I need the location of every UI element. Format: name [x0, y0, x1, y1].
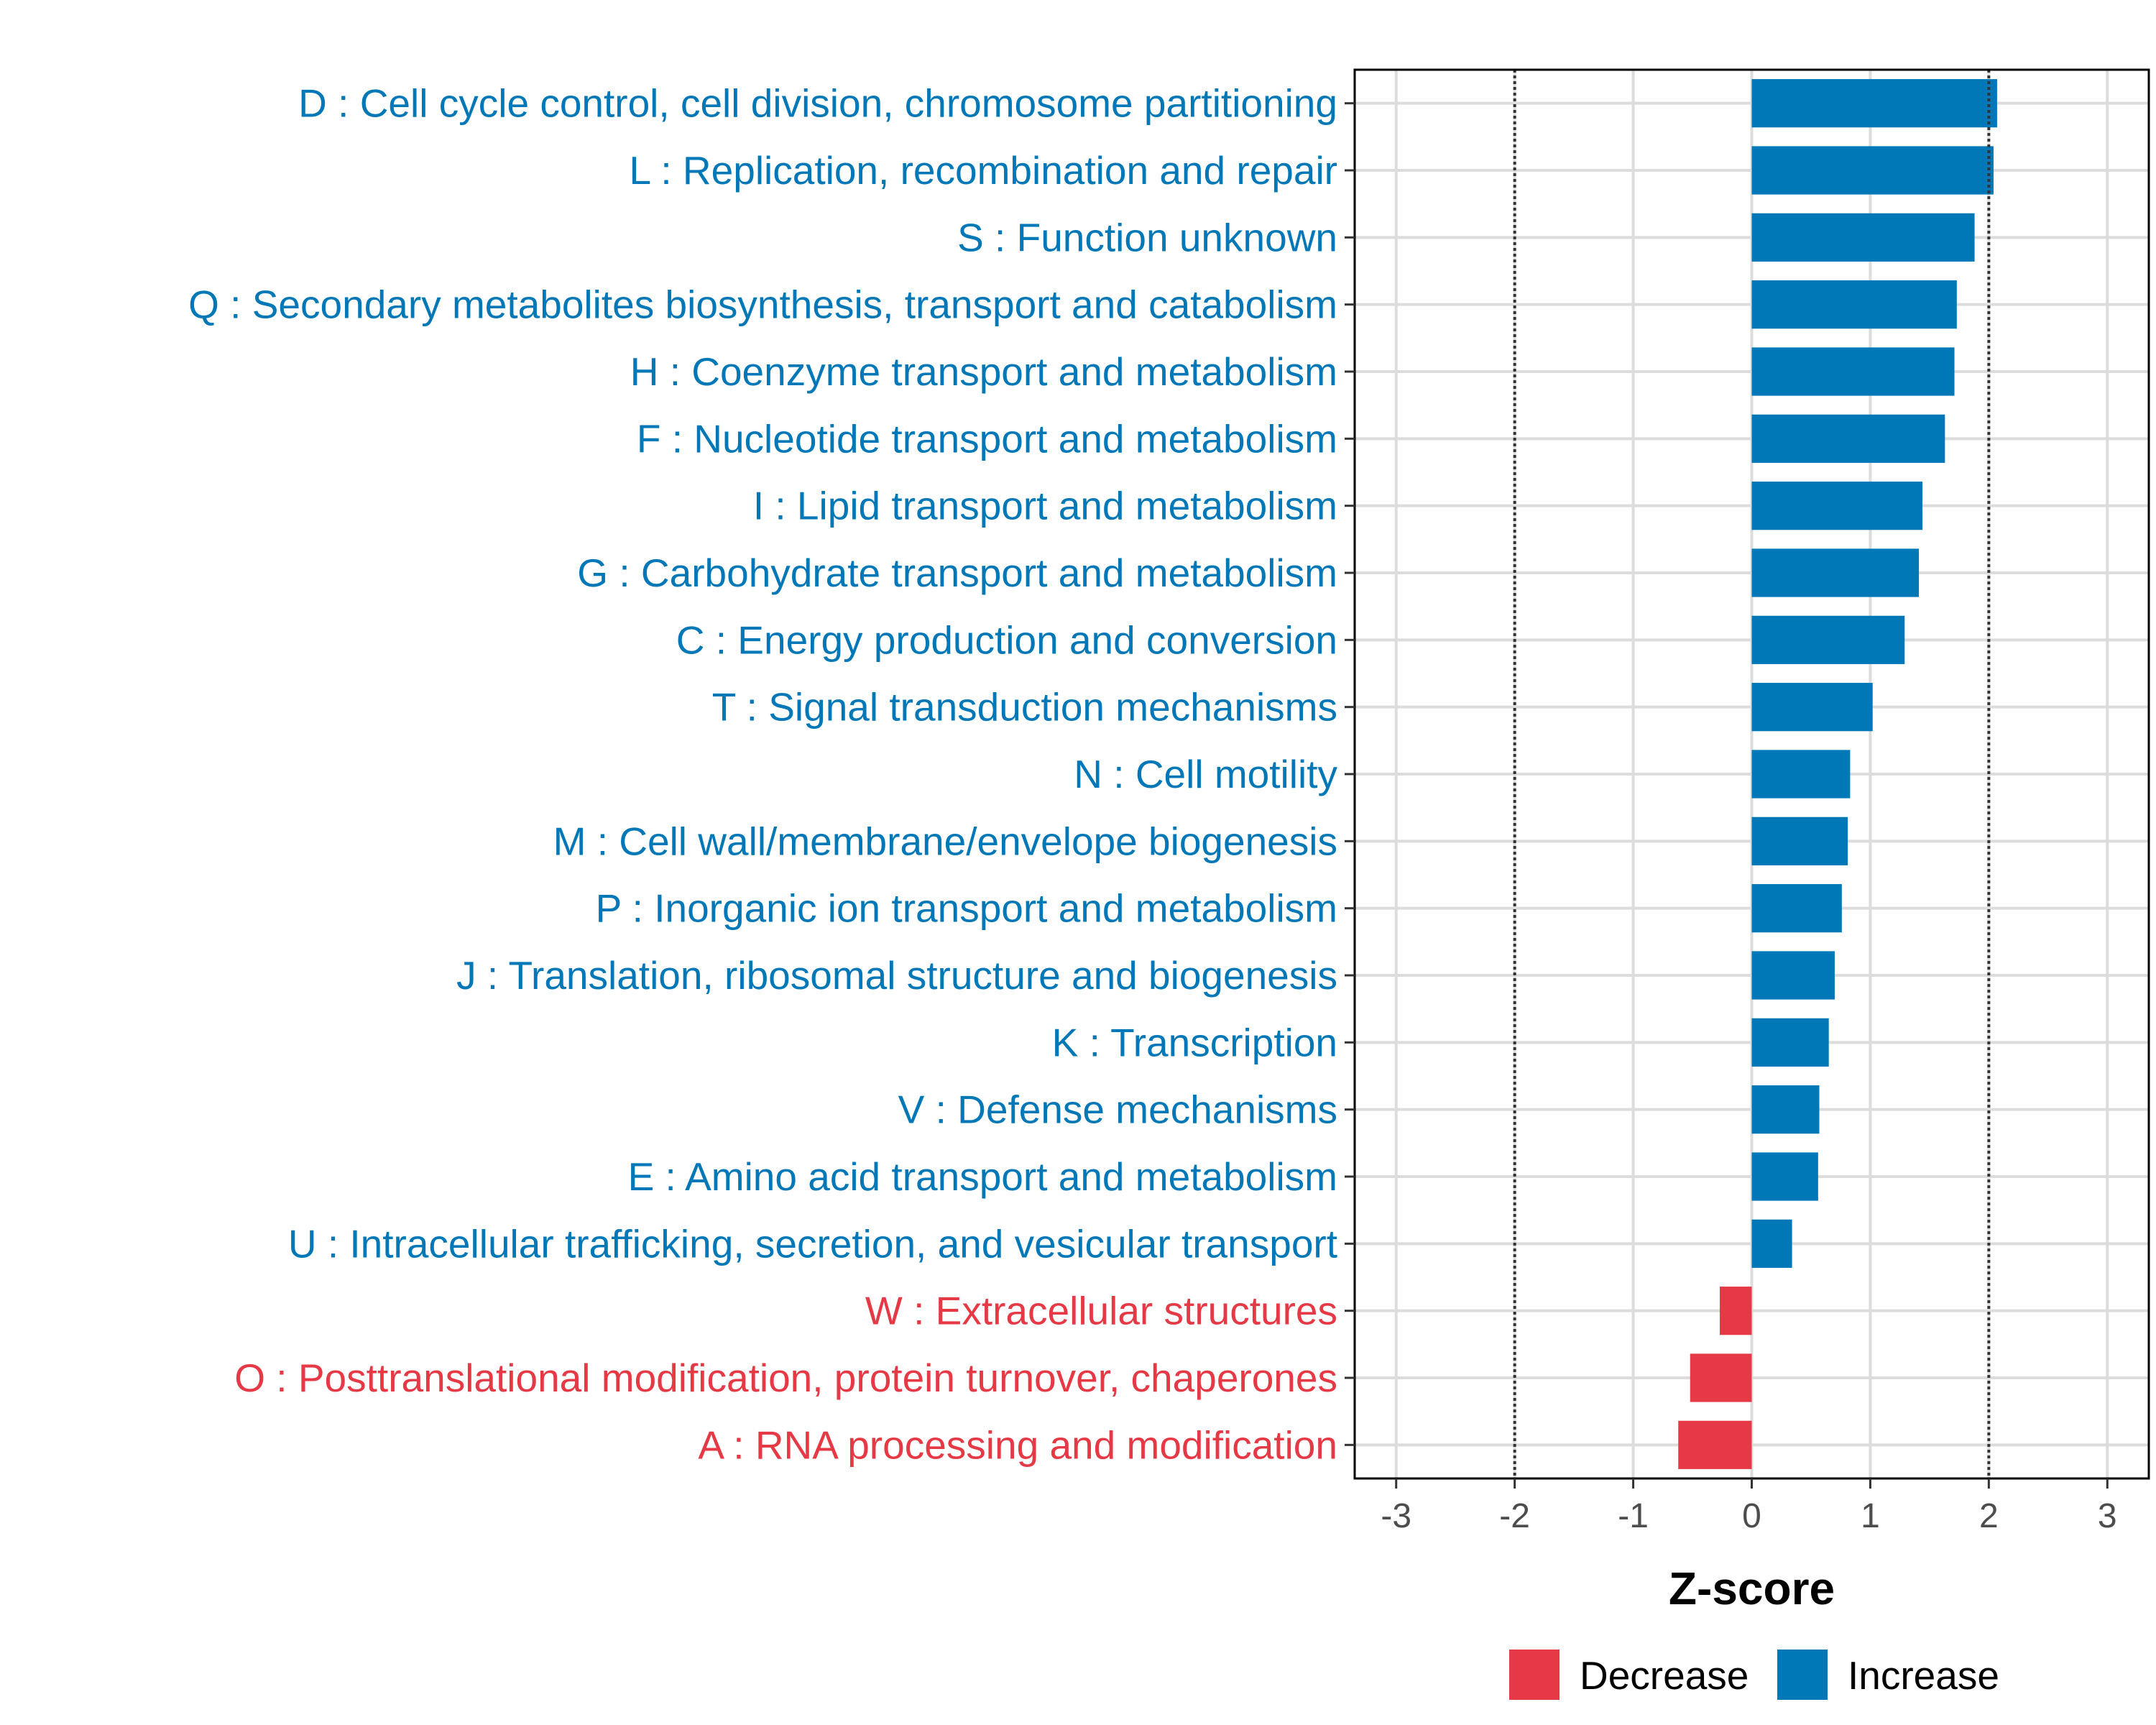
- x-tick-label: 1: [1861, 1497, 1880, 1535]
- threshold-lines: [1513, 70, 1991, 1478]
- increase-bar: [1751, 951, 1835, 1000]
- bar-series: [1678, 79, 1997, 1469]
- legend: Decrease Increase: [1509, 1650, 1999, 1700]
- y-axis-category-labels: D : Cell cycle control, cell division, c…: [188, 81, 1337, 1468]
- category-label: D : Cell cycle control, cell division, c…: [298, 81, 1337, 126]
- category-label: Q : Secondary metabolites biosynthesis, …: [188, 282, 1337, 327]
- decrease-legend-label: Decrease: [1580, 1653, 1749, 1698]
- category-label: G : Carbohydrate transport and metabolis…: [577, 551, 1337, 595]
- increase-bar: [1751, 280, 1957, 329]
- category-label: V : Defense mechanisms: [898, 1087, 1337, 1132]
- increase-bar: [1751, 615, 1905, 664]
- increase-bar: [1751, 1219, 1792, 1268]
- x-axis-ticks: [1395, 1478, 2109, 1489]
- x-axis-tick-labels: -3 -2 -1 0 1 2 3: [1381, 1497, 2116, 1535]
- category-label: A : RNA processing and modification: [698, 1422, 1337, 1467]
- category-label: W : Extracellular structures: [865, 1289, 1337, 1333]
- category-label: J : Translation, ribosomal structure and…: [456, 953, 1337, 998]
- increase-bar: [1751, 213, 1975, 262]
- decrease-bar: [1678, 1420, 1752, 1469]
- category-label: E : Amino acid transport and metabolism: [628, 1154, 1337, 1199]
- category-label: S : Function unknown: [957, 215, 1337, 259]
- increase-bar: [1751, 1085, 1820, 1134]
- category-label: I : Lipid transport and metabolism: [753, 484, 1337, 528]
- decrease-legend-swatch: [1509, 1650, 1560, 1700]
- increase-bar: [1751, 146, 1994, 195]
- category-label: T : Signal transduction mechanisms: [712, 685, 1337, 730]
- increase-legend-label: Increase: [1848, 1653, 1999, 1698]
- category-label: P : Inorganic ion transport and metaboli…: [596, 886, 1337, 931]
- increase-bar: [1751, 750, 1851, 799]
- x-tick-label: 3: [2098, 1497, 2117, 1535]
- category-label: O : Posttranslational modification, prot…: [234, 1356, 1337, 1400]
- category-label: N : Cell motility: [1074, 752, 1337, 796]
- increase-bar: [1751, 683, 1873, 732]
- increase-bar: [1751, 347, 1955, 396]
- increase-bar: [1751, 414, 1945, 463]
- increase-legend-swatch: [1777, 1650, 1828, 1700]
- x-tick-label: 2: [1979, 1497, 1999, 1535]
- x-tick-label: 0: [1742, 1497, 1761, 1535]
- x-tick-label: -2: [1499, 1497, 1530, 1535]
- increase-bar: [1751, 548, 1920, 597]
- category-label: K : Transcription: [1052, 1020, 1337, 1064]
- x-tick-label: -3: [1381, 1497, 1411, 1535]
- increase-bar: [1751, 79, 1997, 128]
- increase-bar: [1751, 816, 1848, 865]
- y-axis-ticks: [1345, 102, 1355, 1446]
- category-label: M : Cell wall/membrane/envelope biogenes…: [553, 819, 1337, 863]
- increase-bar: [1751, 482, 1922, 530]
- increase-bar: [1751, 1152, 1818, 1201]
- x-axis-title: Z-score: [1669, 1563, 1835, 1614]
- increase-bar: [1751, 884, 1842, 933]
- category-label: F : Nucleotide transport and metabolism: [637, 416, 1337, 461]
- increase-bar: [1751, 1018, 1829, 1067]
- decrease-bar: [1690, 1353, 1752, 1402]
- decrease-bar: [1719, 1287, 1752, 1335]
- x-tick-label: -1: [1618, 1497, 1649, 1535]
- category-label: L : Replication, recombination and repai…: [630, 148, 1337, 193]
- category-label: C : Energy production and conversion: [676, 617, 1337, 662]
- category-label: H : Coenzyme transport and metabolism: [630, 349, 1337, 394]
- category-label: U : Intracellular trafficking, secretion…: [288, 1221, 1337, 1266]
